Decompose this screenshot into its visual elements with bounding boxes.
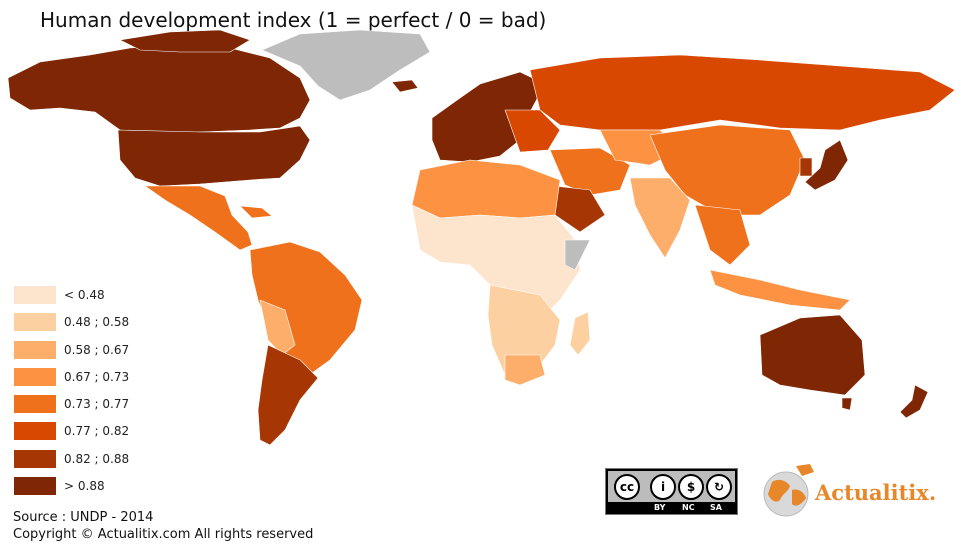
cc-icon: cc [614,474,640,500]
legend-swatch [14,477,56,496]
sharealike-icon: ↻ [706,474,732,500]
region-southeast-asia [694,204,751,266]
legend-label: < 0.48 [64,288,105,302]
legend-label: 0.77 ; 0.82 [64,424,130,439]
legend-swatch [14,367,56,386]
region-tasmania [841,397,853,411]
brand-dot: . [928,480,937,505]
brand-name-text: Actualitix [815,480,929,505]
legend-swatch [14,286,56,304]
legend-label: 0.67 ; 0.73 [64,369,130,384]
region-australia [759,314,866,396]
region-china [649,124,806,216]
region-arctic-islands [119,29,251,53]
region-peru-bolivia [259,299,296,356]
region-argentina [257,344,319,446]
brand-name: Actualitix. [815,480,936,505]
attribution-icon: i [650,474,676,500]
region-india [629,177,691,259]
cc-label-nc: NC [682,503,695,512]
brand-logo[interactable]: Actualitix. [760,460,950,520]
region-japan [804,139,849,191]
legend-swatch [14,395,56,414]
map-title: Human development index (1 = perfect / 0… [40,8,547,32]
region-mexico [144,185,253,251]
cc-label-by: BY [654,503,666,512]
region-caribbean [239,205,273,219]
region-eastern-europe [504,109,561,153]
source-text: Source : UNDP - 2014 [13,510,154,525]
region-iceland [391,79,419,93]
region-sub-saharan-africa [411,204,581,321]
legend-swatch [14,340,56,359]
region-somalia [564,239,591,271]
cc-badge-icons: cc i $ ↻ [608,471,735,502]
legend-swatch [14,313,56,332]
region-south-america-north [249,241,363,379]
cc-license-badge[interactable]: cc i $ ↻ BY NC SA [605,468,738,515]
copyright-text: Copyright © Actualitix.com All rights re… [13,527,314,542]
noncommercial-icon: $ [678,474,704,500]
cc-label-sa: SA [710,503,722,512]
legend-label: 0.82 ; 0.88 [64,451,130,466]
legend-swatch [14,449,56,468]
region-south-africa [504,354,546,386]
region-indonesia [709,269,851,311]
region-north-africa [411,159,561,219]
region-middle-east [549,147,631,196]
region-united-states [117,125,311,187]
region-korea [799,157,813,177]
legend-label: > 0.88 [64,479,105,494]
legend-label: 0.73 ; 0.77 [64,397,130,412]
region-canada [7,44,311,135]
legend-swatch [14,422,56,441]
legend-label: 0.48 ; 0.58 [64,315,130,330]
legend-label: 0.58 ; 0.67 [64,342,130,357]
region-new-zealand [899,384,929,419]
globe-icon [763,464,814,517]
region-madagascar [569,311,591,356]
region-greenland [261,29,431,101]
region-russia [529,54,956,131]
